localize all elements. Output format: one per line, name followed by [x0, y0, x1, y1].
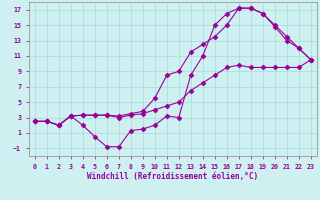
X-axis label: Windchill (Refroidissement éolien,°C): Windchill (Refroidissement éolien,°C) [87, 172, 258, 181]
